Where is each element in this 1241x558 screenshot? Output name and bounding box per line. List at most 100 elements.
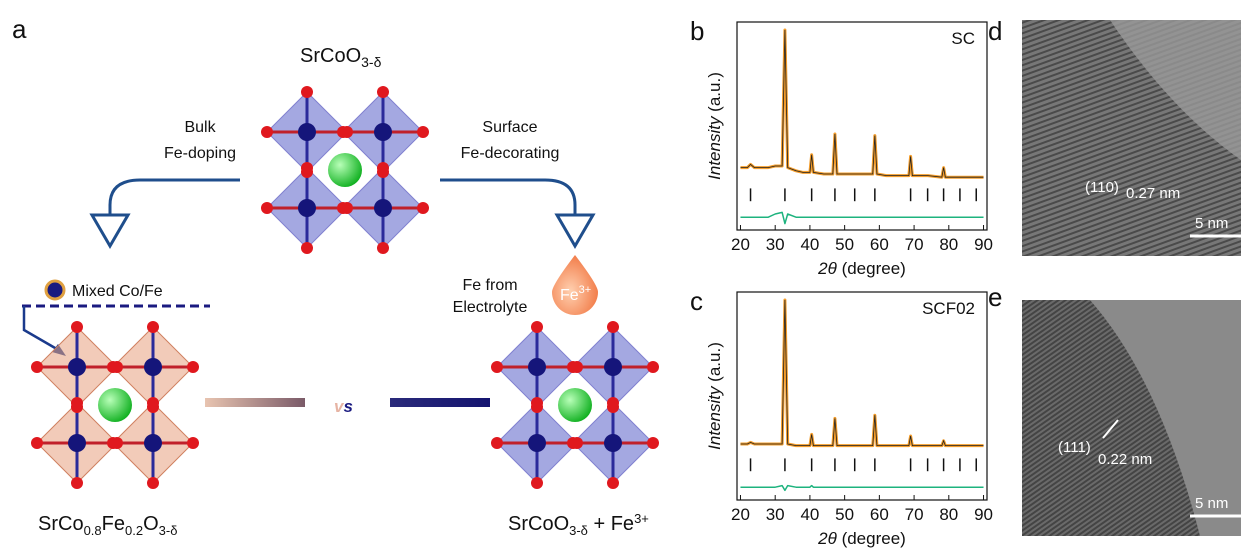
b-site	[68, 434, 86, 452]
arrow-head	[89, 213, 131, 249]
droplet	[552, 255, 598, 315]
x-tick-label: 90	[974, 505, 993, 524]
oxygen	[531, 321, 543, 333]
spacing: 0.22 nm	[1098, 451, 1152, 468]
plane: (110)	[1085, 179, 1119, 196]
x-tick-label: 90	[974, 235, 993, 254]
observed-line	[740, 28, 984, 179]
x-tick-label: 30	[766, 235, 785, 254]
pointer	[1102, 419, 1119, 439]
ion-sup: 3+	[579, 284, 592, 296]
b-site	[144, 434, 162, 452]
oxygen	[607, 321, 619, 333]
x-tick-label: 80	[939, 505, 958, 524]
panel-label: d	[988, 16, 1002, 46]
formula-sup: 3+	[634, 511, 649, 526]
oxygen	[301, 242, 313, 254]
oxygen	[417, 202, 429, 214]
scale: 5 nm	[1195, 215, 1228, 232]
electrolyte-label: Electrolyte	[453, 299, 528, 316]
versus-part: s	[343, 397, 352, 416]
b-site	[528, 434, 546, 452]
oxygen	[187, 437, 199, 449]
formula-sub: 3-δ	[569, 523, 588, 538]
pointer	[22, 306, 63, 354]
a-site	[98, 388, 132, 422]
a-site	[328, 153, 362, 187]
arrow	[440, 178, 577, 215]
oxygen	[417, 126, 429, 138]
scale: 5 nm	[1195, 495, 1228, 512]
x-tick-label: 80	[939, 235, 958, 254]
arrow-head	[554, 213, 596, 249]
route-label: Bulk	[184, 119, 216, 136]
panel-label: e	[988, 282, 1002, 312]
oxygen	[377, 242, 389, 254]
b-site	[374, 199, 392, 217]
y-axis-label: Intensity (a.u.)	[705, 72, 724, 180]
b-site	[604, 434, 622, 452]
oxygen	[107, 361, 119, 373]
x-tick-label: 70	[905, 235, 924, 254]
oxygen	[31, 437, 43, 449]
plot-frame	[736, 21, 988, 231]
y-axis-label-part: (a.u.)	[705, 342, 724, 386]
mixed-label: Mixed Co/Fe	[72, 283, 163, 300]
oxygen	[647, 437, 659, 449]
panel-label: a	[12, 14, 27, 44]
versus: vs	[334, 397, 353, 416]
observed-line	[740, 298, 984, 448]
oxygen	[301, 162, 313, 174]
bar-left	[205, 398, 305, 407]
x-axis-label: 2θ (degree)	[817, 529, 906, 548]
oxygen	[337, 126, 349, 138]
plane: (111)	[1058, 439, 1091, 456]
oxygen	[491, 437, 503, 449]
tem-vacuum	[1110, 20, 1241, 160]
formula-part: + Fe	[588, 513, 634, 535]
oxygen	[531, 397, 543, 409]
tem-vacuum	[1090, 300, 1241, 536]
formula: SrCoO3-δ	[300, 45, 382, 70]
a-site	[558, 388, 592, 422]
route-label: Fe-decorating	[461, 145, 560, 162]
b-site	[298, 199, 316, 217]
formula-part: SrCoO	[300, 45, 361, 67]
oxygen	[107, 437, 119, 449]
x-tick-label: 20	[731, 505, 750, 524]
difference-line	[740, 211, 984, 225]
b-site	[604, 358, 622, 376]
x-axis-label-part: 2θ	[817, 259, 837, 278]
fit-line	[740, 29, 984, 178]
annotation: SCF02	[922, 299, 975, 318]
mixed-atom	[44, 279, 66, 301]
x-axis-label-part: (degree)	[837, 529, 906, 548]
oxygen	[261, 126, 273, 138]
x-tick-label: 50	[835, 235, 854, 254]
oxygen	[377, 86, 389, 98]
x-tick-label: 40	[800, 235, 819, 254]
crystal	[491, 321, 659, 489]
oxygen	[531, 477, 543, 489]
oxygen	[607, 477, 619, 489]
oxygen	[301, 86, 313, 98]
oxygen	[337, 202, 349, 214]
formula-sub: 3-δ	[361, 54, 381, 70]
y-axis-label-part: (a.u.)	[705, 72, 724, 116]
formula-part: SrCo	[38, 513, 84, 535]
route-label: Surface	[482, 119, 537, 136]
x-tick-label: 30	[766, 505, 785, 524]
formula-part: O	[143, 513, 159, 535]
plot-frame	[736, 291, 988, 501]
spacing: 0.27 nm	[1126, 185, 1180, 202]
fit-line	[740, 299, 984, 446]
x-tick-label: 70	[905, 505, 924, 524]
crystal	[261, 86, 429, 254]
oxygen	[147, 397, 159, 409]
formula-sub: 0.2	[125, 523, 143, 538]
oxygen	[607, 397, 619, 409]
formula-sub: 3-δ	[159, 523, 178, 538]
crystal	[31, 321, 199, 489]
y-axis-label: Intensity (a.u.)	[705, 342, 724, 450]
